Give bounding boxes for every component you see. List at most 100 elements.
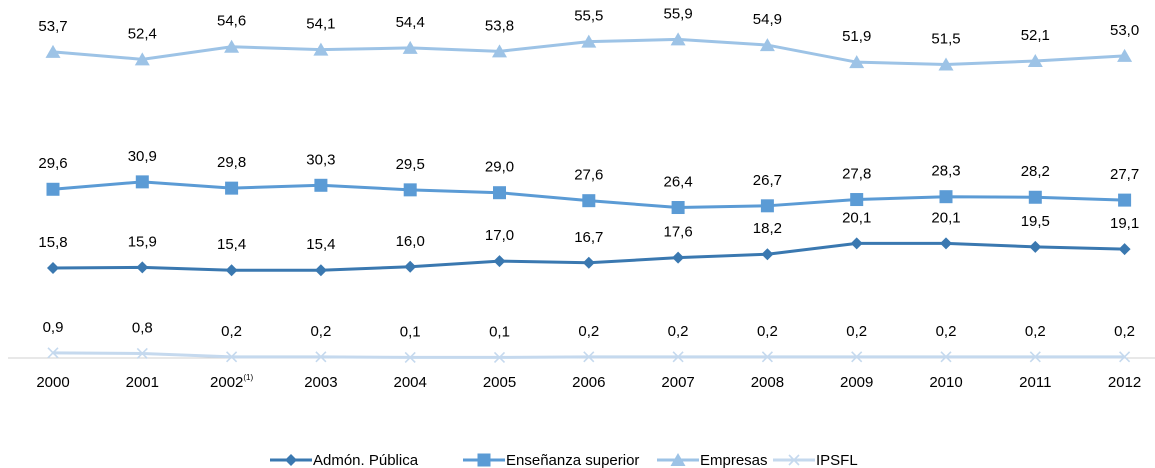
marker xyxy=(940,237,952,250)
marker xyxy=(315,351,327,363)
x-tick-label: 2006 xyxy=(572,374,605,391)
marker xyxy=(788,454,800,466)
x-tick-label: 2008 xyxy=(751,374,784,391)
marker xyxy=(670,32,686,46)
data-label: 0,2 xyxy=(310,323,331,340)
marker xyxy=(225,264,238,277)
data-label: 15,9 xyxy=(128,233,157,250)
data-label: 0,2 xyxy=(936,323,957,340)
x-tick-label: 2001 xyxy=(126,374,159,391)
data-label: 27,7 xyxy=(1110,166,1139,183)
marker xyxy=(46,182,60,196)
data-label: 15,4 xyxy=(306,236,335,253)
data-label: 55,9 xyxy=(663,5,692,22)
data-label: 0,2 xyxy=(1114,323,1135,340)
marker xyxy=(285,454,297,466)
marker xyxy=(224,39,240,53)
x-tick-label-text: 2006 xyxy=(572,374,605,391)
data-label: 16,0 xyxy=(396,233,425,250)
marker xyxy=(761,248,774,261)
data-label: 51,9 xyxy=(842,28,871,45)
marker xyxy=(136,347,148,360)
x-tick-label: 2010 xyxy=(929,374,962,391)
marker xyxy=(938,57,954,71)
data-label: 0,2 xyxy=(846,323,867,340)
x-tick-label-text: 2007 xyxy=(661,374,694,391)
data-label: 0,2 xyxy=(221,323,242,340)
x-tick-label-text: 2005 xyxy=(483,374,516,391)
data-label: 27,8 xyxy=(842,166,871,183)
data-label: 20,1 xyxy=(931,209,960,226)
marker xyxy=(493,255,506,268)
data-label: 19,1 xyxy=(1110,215,1139,232)
data-label: 54,4 xyxy=(396,14,425,31)
x-tick-label: 2009 xyxy=(840,374,873,391)
x-tick-label: 2003 xyxy=(304,374,337,391)
data-label: 29,8 xyxy=(217,154,246,171)
legend-label: Enseñanza superior xyxy=(506,452,639,468)
marker xyxy=(134,52,150,66)
data-label: 29,0 xyxy=(485,159,514,176)
marker xyxy=(47,261,59,274)
marker xyxy=(404,260,417,273)
x-tick-label-text: 2000 xyxy=(36,374,69,391)
data-label: 54,6 xyxy=(217,13,246,30)
data-label: 0,2 xyxy=(757,323,778,340)
marker xyxy=(404,351,416,363)
x-tick-label-text: 2002 xyxy=(210,374,243,391)
x-tick-label-text: 2004 xyxy=(394,374,427,391)
legend-label: Empresas xyxy=(700,452,768,468)
marker xyxy=(849,55,865,69)
data-label: 52,4 xyxy=(128,25,157,42)
x-tick-label: 2005 xyxy=(483,374,516,391)
marker xyxy=(940,351,952,363)
marker xyxy=(670,453,686,466)
marker xyxy=(850,193,864,207)
x-tick-label-text: 2009 xyxy=(840,374,873,391)
marker xyxy=(1029,351,1041,363)
data-label: 0,2 xyxy=(578,323,599,340)
data-label: 0,8 xyxy=(132,319,153,336)
marker xyxy=(1029,240,1042,253)
marker xyxy=(672,351,684,363)
legend-item: IPSFL xyxy=(773,452,858,468)
data-label: 0,2 xyxy=(668,323,689,340)
data-label: 52,1 xyxy=(1021,27,1050,44)
marker xyxy=(761,351,773,363)
marker xyxy=(672,251,685,264)
data-label: 29,5 xyxy=(396,156,425,173)
data-label: 28,3 xyxy=(931,163,960,180)
data-label: 17,6 xyxy=(663,224,692,241)
data-label: 53,8 xyxy=(485,17,514,34)
marker xyxy=(493,351,506,363)
data-label: 54,9 xyxy=(753,11,782,28)
x-tick-label: 2012 xyxy=(1108,374,1141,391)
data-label: 26,7 xyxy=(753,172,782,189)
data-label: 17,0 xyxy=(485,227,514,244)
marker xyxy=(493,186,506,200)
footnote-mark: (1) xyxy=(243,373,253,382)
data-label: 20,1 xyxy=(842,209,871,226)
marker xyxy=(45,44,61,58)
x-tick-label-text: 2003 xyxy=(304,374,337,391)
data-label: 15,8 xyxy=(38,234,67,251)
marker xyxy=(581,34,597,48)
marker xyxy=(47,347,59,359)
marker xyxy=(226,351,238,363)
x-tick-label-text: 2011 xyxy=(1019,374,1051,391)
legend-item: Empresas xyxy=(657,452,768,468)
marker xyxy=(582,194,596,208)
x-tick-label: 2000 xyxy=(36,374,69,391)
x-tick-label-text: 2008 xyxy=(751,374,784,391)
data-label: 51,5 xyxy=(931,30,960,47)
marker xyxy=(1117,48,1133,62)
data-label: 18,2 xyxy=(753,220,782,237)
marker xyxy=(582,256,595,269)
marker xyxy=(477,453,491,467)
legend-item: Enseñanza superior xyxy=(463,452,639,468)
legend-item: Admón. Pública xyxy=(270,452,419,468)
marker xyxy=(1028,190,1042,204)
data-label: 30,9 xyxy=(128,148,157,165)
marker xyxy=(1118,243,1131,256)
